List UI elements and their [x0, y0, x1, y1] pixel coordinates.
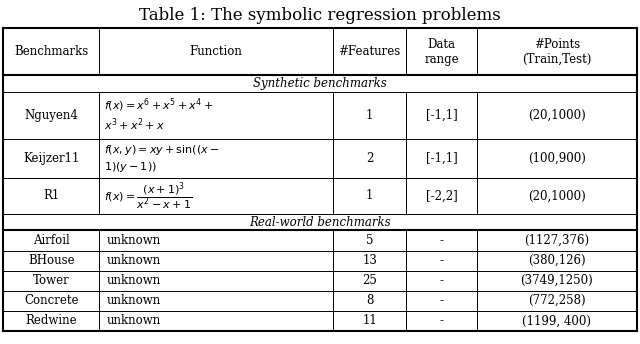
Text: unknown: unknown [107, 314, 161, 327]
Text: BHouse: BHouse [28, 254, 74, 267]
Text: (772,258): (772,258) [528, 294, 586, 307]
Text: $1)(y - 1))$: $1)(y - 1))$ [104, 160, 157, 174]
Text: Concrete: Concrete [24, 294, 79, 307]
Text: (1127,376): (1127,376) [524, 234, 589, 247]
Text: $f(x, y) = xy + \sin((x -$: $f(x, y) = xy + \sin((x -$ [104, 143, 220, 157]
Text: 1: 1 [366, 190, 373, 202]
Text: (1199, 400): (1199, 400) [522, 314, 591, 327]
Text: Tower: Tower [33, 274, 70, 287]
Text: 1: 1 [366, 109, 373, 122]
Text: (20,1000): (20,1000) [528, 109, 586, 122]
Text: (3749,1250): (3749,1250) [520, 274, 593, 287]
Text: Redwine: Redwine [26, 314, 77, 327]
Text: 11: 11 [362, 314, 377, 327]
Text: $f(x) = \dfrac{(x+1)^3}{x^2 - x + 1}$: $f(x) = \dfrac{(x+1)^3}{x^2 - x + 1}$ [104, 180, 193, 212]
Text: Function: Function [189, 45, 243, 58]
Text: 13: 13 [362, 254, 377, 267]
Text: Airfoil: Airfoil [33, 234, 70, 247]
Text: Keijzer11: Keijzer11 [23, 152, 79, 165]
Text: $f(x) = x^6 + x^5 + x^4 +$: $f(x) = x^6 + x^5 + x^4 +$ [104, 97, 214, 114]
Text: Real-world benchmarks: Real-world benchmarks [249, 216, 391, 229]
Text: -: - [440, 234, 444, 247]
Text: unknown: unknown [107, 294, 161, 307]
Text: #Points
(Train,Test): #Points (Train,Test) [522, 37, 591, 66]
Text: R1: R1 [43, 190, 60, 202]
Text: (380,126): (380,126) [528, 254, 586, 267]
Text: 25: 25 [362, 274, 377, 287]
Text: [-2,2]: [-2,2] [426, 190, 458, 202]
Text: (100,900): (100,900) [528, 152, 586, 165]
Text: (20,1000): (20,1000) [528, 190, 586, 202]
Text: Table 1: The symbolic regression problems: Table 1: The symbolic regression problem… [139, 7, 501, 24]
Text: 2: 2 [366, 152, 373, 165]
Text: -: - [440, 294, 444, 307]
Text: [-1,1]: [-1,1] [426, 152, 458, 165]
Text: unknown: unknown [107, 274, 161, 287]
Text: $x^3 + x^2 + x$: $x^3 + x^2 + x$ [104, 117, 165, 133]
Text: [-1,1]: [-1,1] [426, 109, 458, 122]
Text: unknown: unknown [107, 234, 161, 247]
Text: #Features: #Features [339, 45, 401, 58]
Text: -: - [440, 254, 444, 267]
Text: unknown: unknown [107, 254, 161, 267]
Text: Data
range: Data range [424, 37, 459, 66]
Text: Synthetic benchmarks: Synthetic benchmarks [253, 77, 387, 90]
Text: 5: 5 [366, 234, 373, 247]
Text: -: - [440, 274, 444, 287]
Text: -: - [440, 314, 444, 327]
Text: 8: 8 [366, 294, 373, 307]
Text: Benchmarks: Benchmarks [14, 45, 88, 58]
Text: Nguyen4: Nguyen4 [24, 109, 78, 122]
